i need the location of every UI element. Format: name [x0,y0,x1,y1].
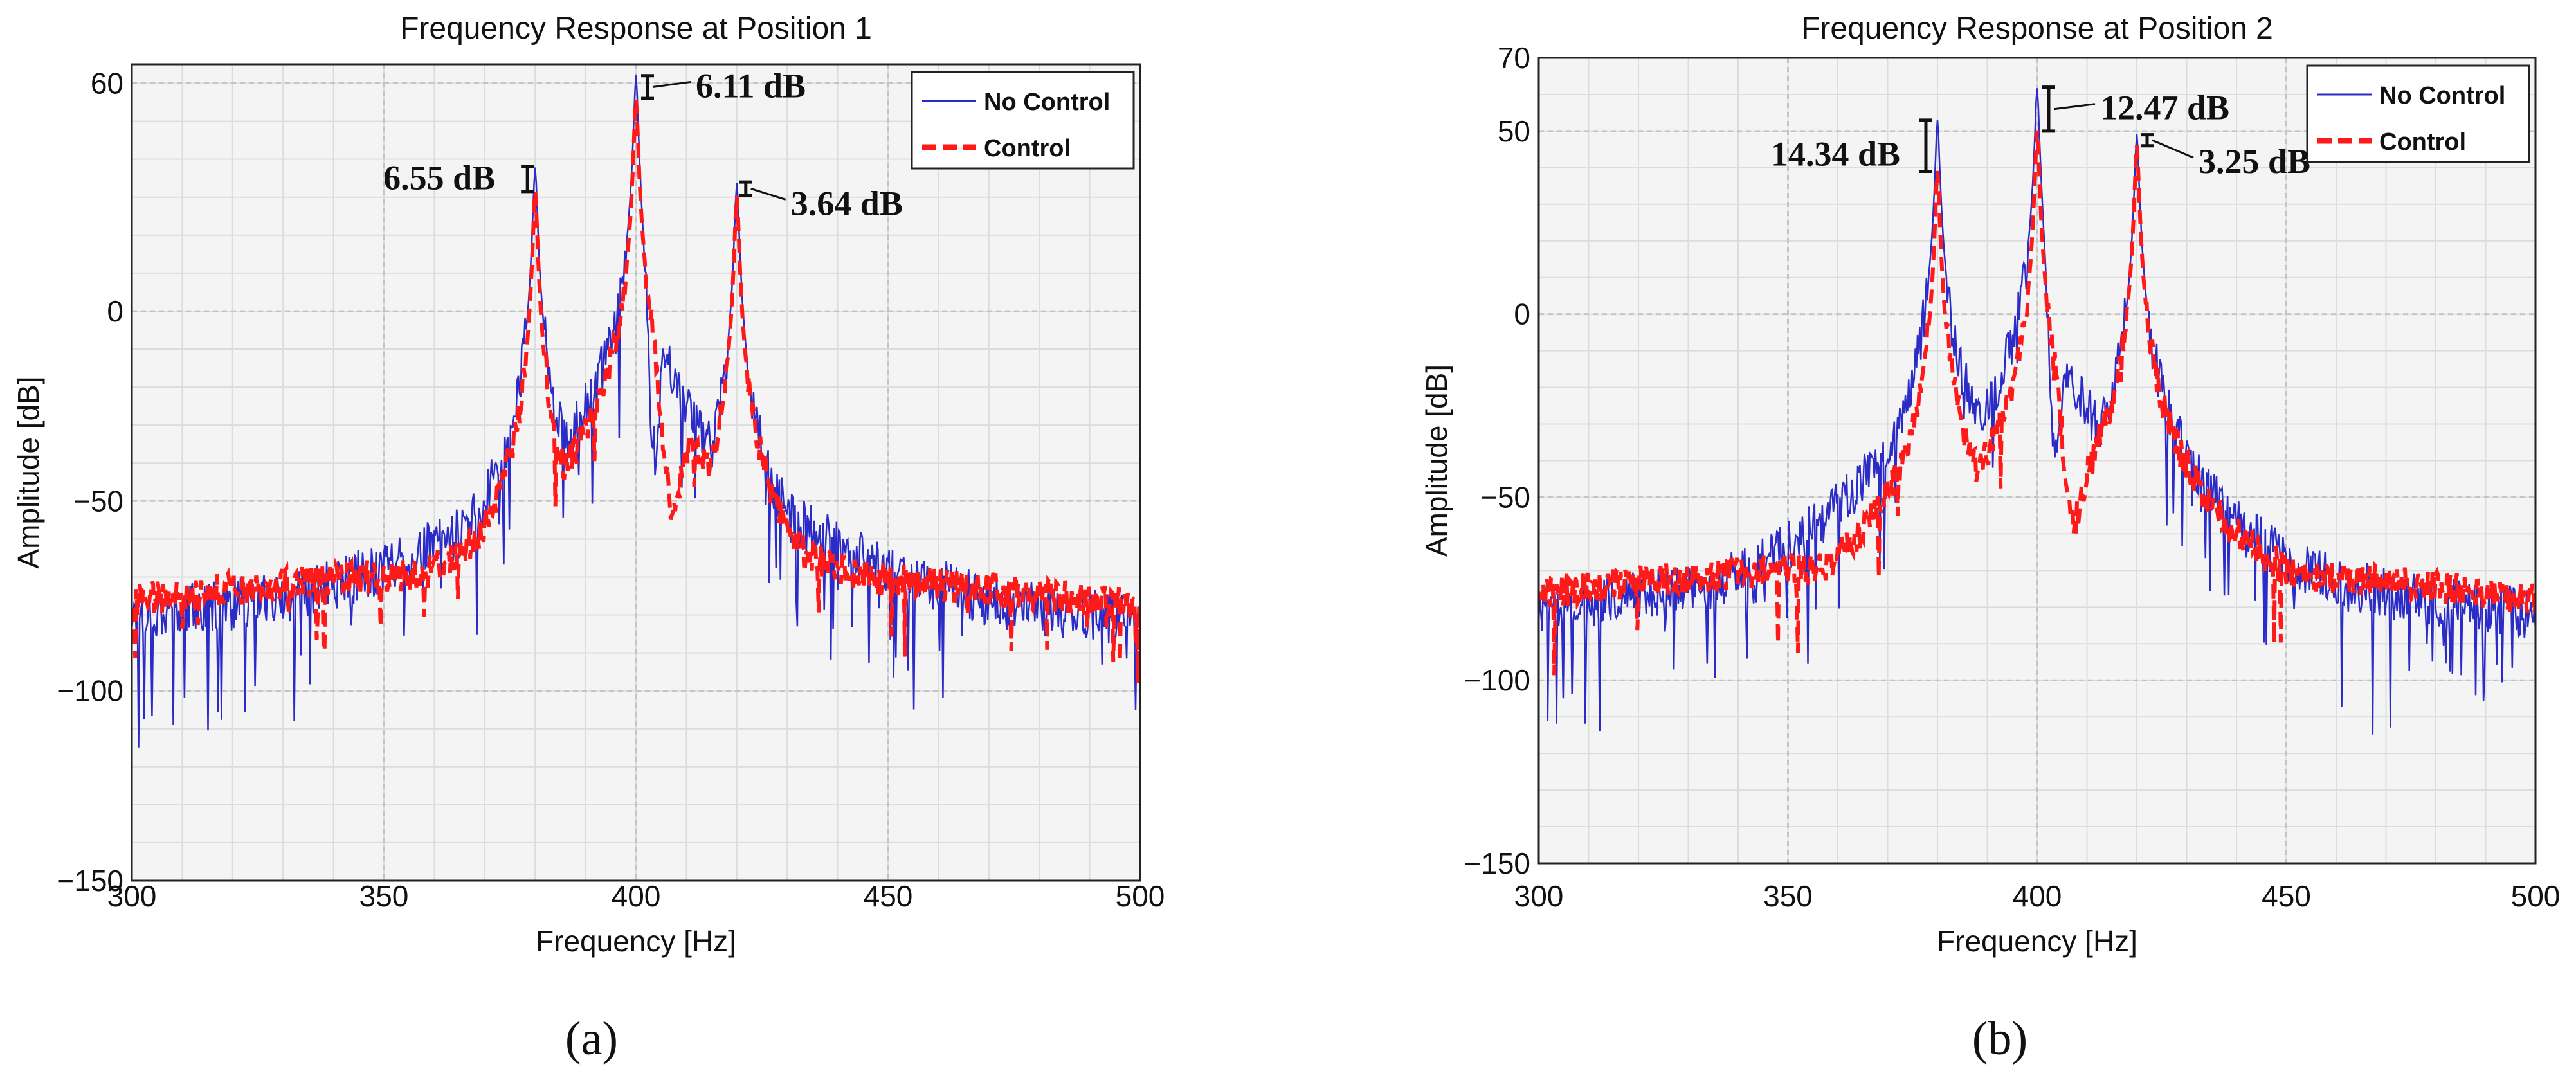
legend-entry: Control [984,135,1071,162]
x-tick-label: 350 [359,879,409,913]
y-axis-label: Amplitude [dB] [12,376,45,568]
x-tick-label: 500 [2511,879,2561,913]
x-tick-label: 300 [107,879,157,913]
annotation-leader [2152,139,2194,159]
panel-label: (b) [1972,1013,2027,1065]
y-tick-label: −150 [1464,847,1530,880]
y-tick-label: −150 [57,864,123,897]
panel-label: (a) [565,1013,618,1065]
x-tick-label: 500 [1116,879,1165,913]
peak-annotation: 6.11 dB [641,66,806,105]
chart-panel-a: 300 350 400 450 500 −150 −100 −50 0 60 Frequency R… [12,12,1165,1065]
peak-reduction-label: 3.64 dB [791,184,903,222]
x-tick-label: 450 [864,879,913,913]
legend: No Control Control [911,71,1135,170]
peak-reduction-label: 12.47 dB [2100,89,2229,127]
series-line-control [1539,130,2535,676]
chart-title: Frequency Response at Position 2 [1801,12,2273,46]
chart-title: Frequency Response at Position 1 [400,12,872,46]
legend-box [911,71,1135,170]
peak-reduction-label: 14.34 dB [1771,135,1900,174]
legend-entry: No Control [2379,82,2505,109]
series-line-no-control [1539,88,2535,735]
x-axis-label: Frequency [Hz] [536,924,736,958]
series-group [132,75,1140,748]
legend-box [2306,64,2530,163]
peak-reduction-label: 6.11 dB [696,66,806,105]
y-tick-label: −100 [1464,663,1530,697]
peak-annotation: 3.64 dB [739,180,903,222]
x-tick-label: 300 [1514,879,1564,913]
x-tick-label: 350 [1763,879,1813,913]
axes-frame [1537,57,2537,865]
chart-panel-b: 300 350 400 450 500 −150 −100 −50 0 50 70 Frequency… [1420,12,2560,1065]
y-tick-label: −100 [57,674,123,708]
x-tick-label: 400 [2013,879,2062,913]
peak-annotation: 14.34 dB [1771,118,1932,174]
legend-entry: Control [2379,129,2466,156]
annotation-leader [2053,103,2096,111]
annotation-leader [750,188,786,201]
peak-annotation: 12.47 dB [2042,86,2229,133]
peak-annotation: 6.55 dB [383,159,534,197]
x-axis-label: Frequency [Hz] [1937,924,2137,958]
peak-reduction-label: 3.25 dB [2199,142,2310,181]
y-tick-label: 50 [1498,114,1530,148]
peak-annotation: 3.25 dB [2141,133,2310,181]
x-tick-label: 450 [2262,879,2311,913]
series-line-control [132,99,1140,683]
axes-frame [131,63,1141,882]
series-group [1539,88,2535,735]
y-tick-label: 70 [1498,41,1530,75]
y-tick-label: 0 [107,294,123,328]
peak-reduction-label: 6.55 dB [383,159,495,197]
y-tick-label: 60 [91,67,123,100]
y-axis-label: Amplitude [dB] [1420,364,1453,557]
y-tick-label: −50 [1480,480,1530,514]
legend-entry: No Control [984,89,1110,116]
legend: No Control Control [2306,64,2530,163]
y-tick-label: −50 [73,484,123,518]
y-tick-label: 0 [1514,298,1530,331]
x-tick-label: 400 [612,879,661,913]
annotation-leader [652,80,691,88]
